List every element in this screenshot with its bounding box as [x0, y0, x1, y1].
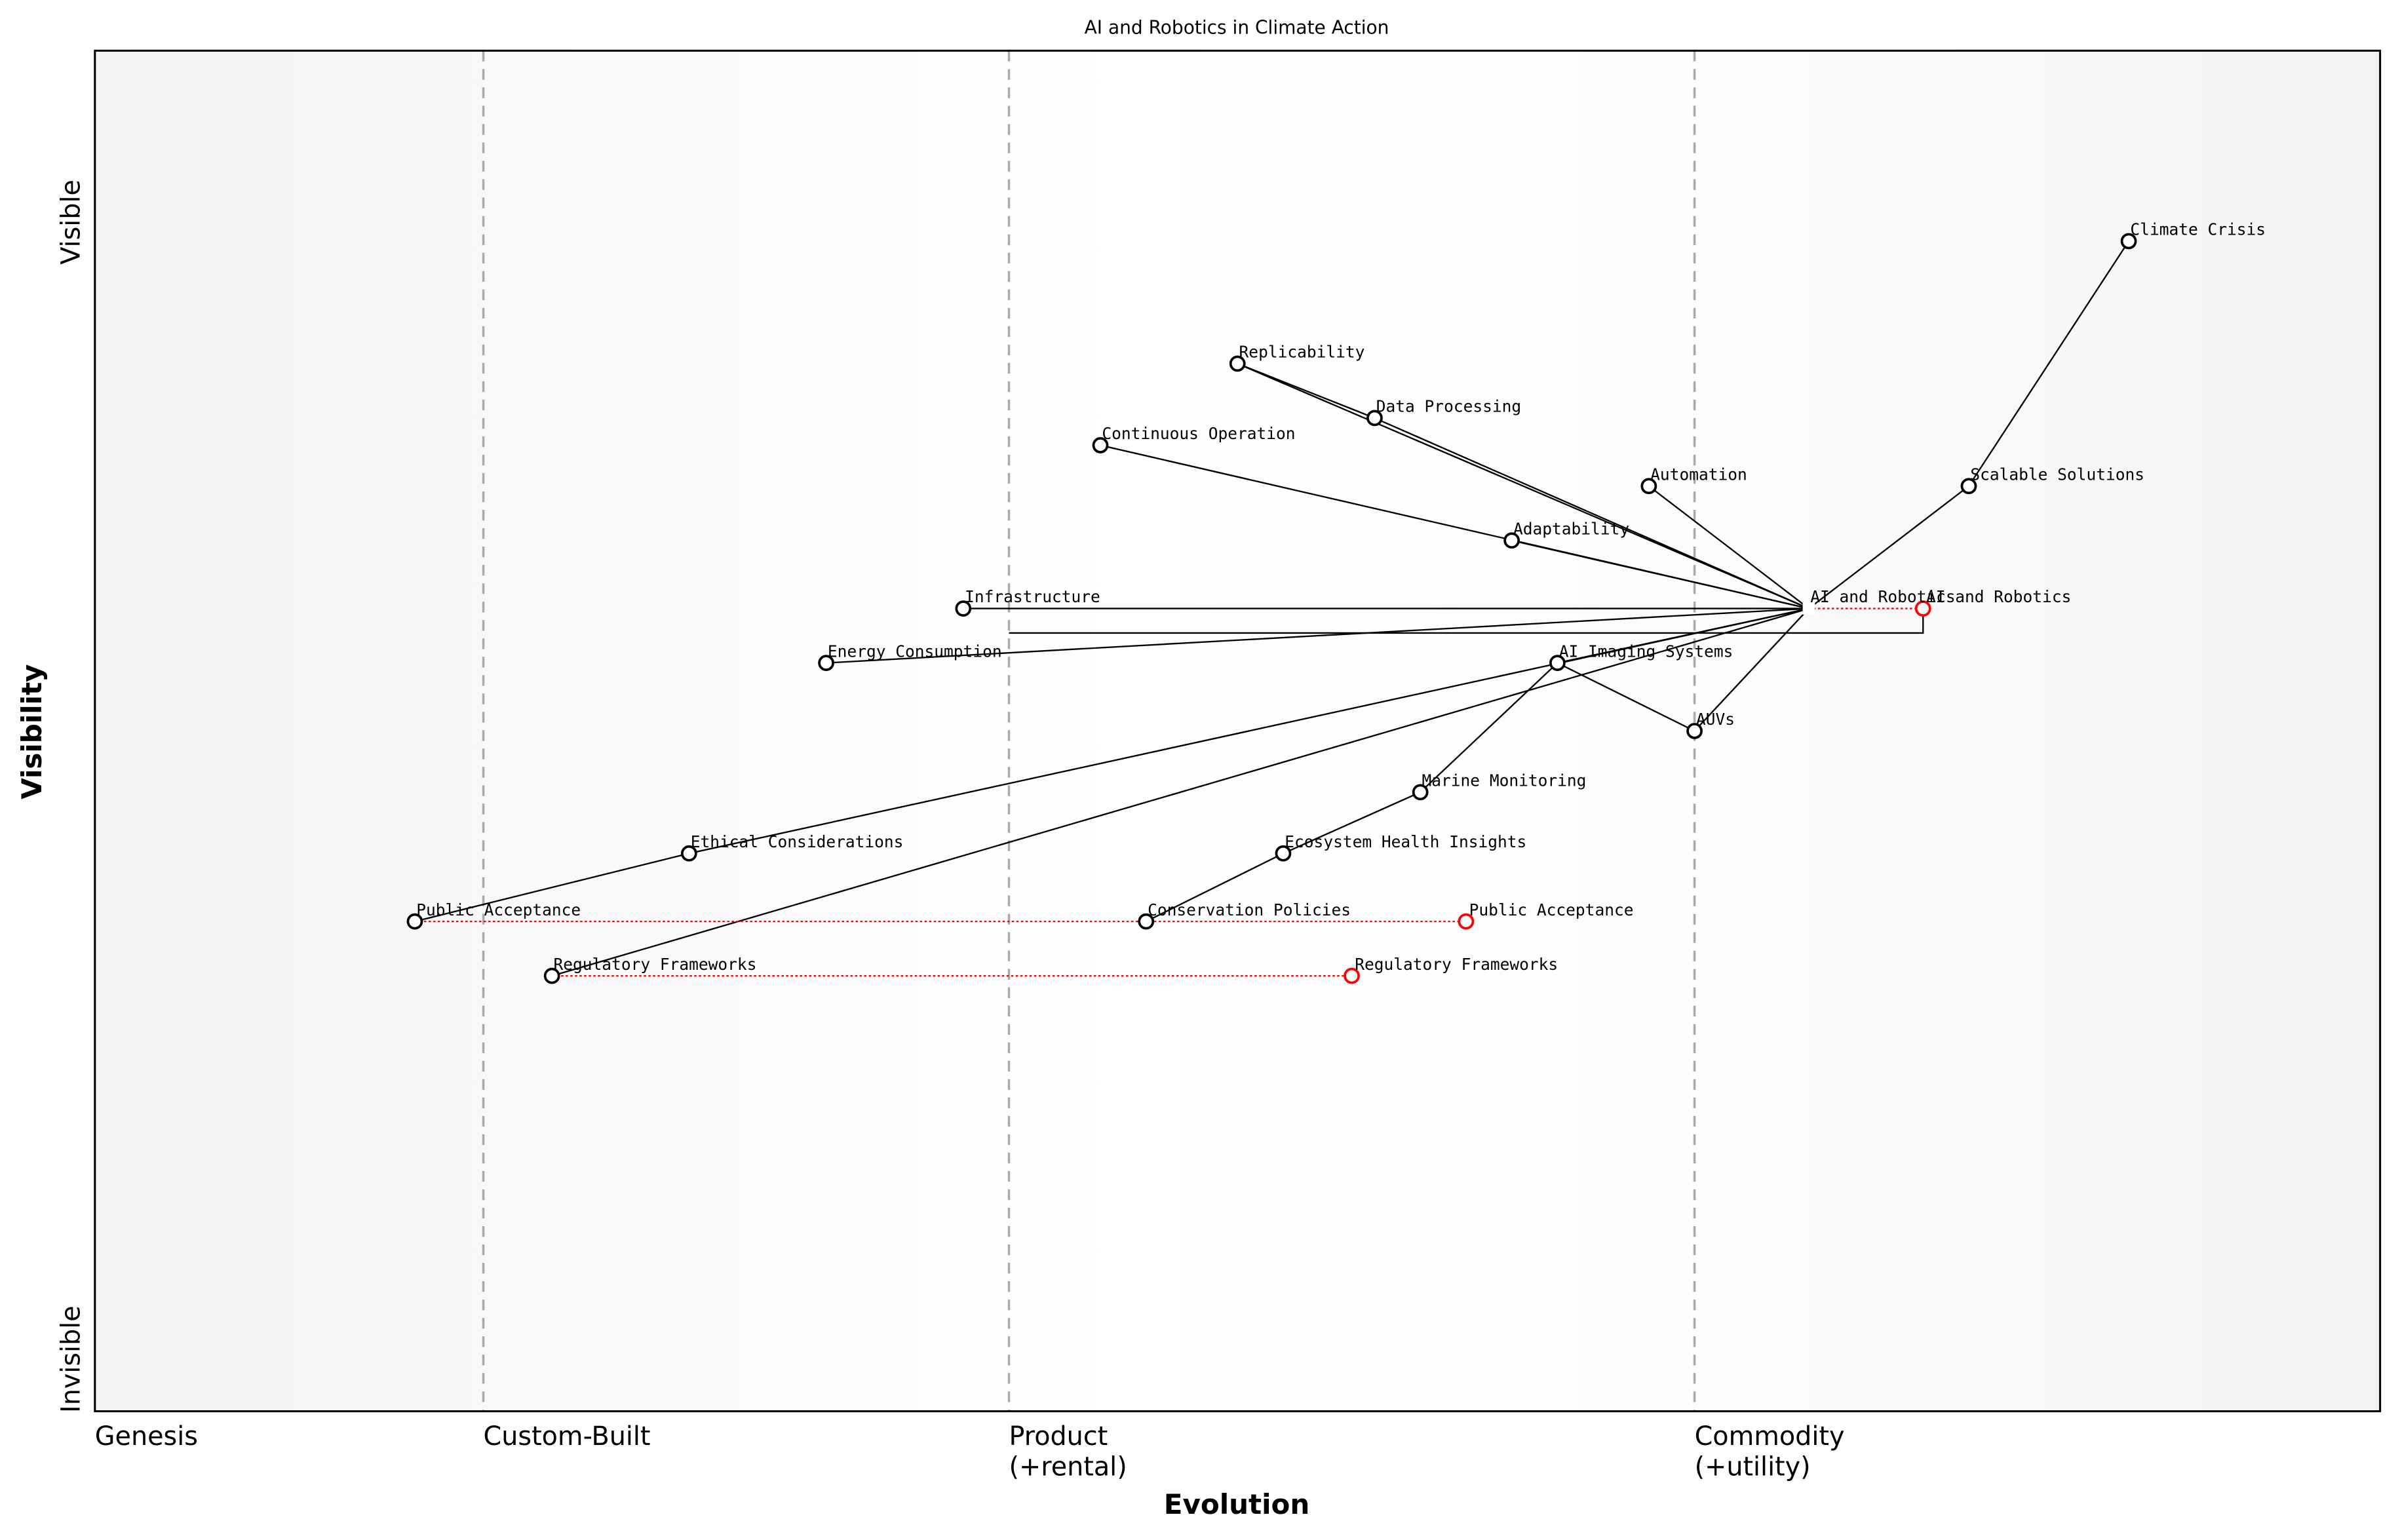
- link-line: [1968, 241, 2130, 487]
- component-node: [2120, 233, 2137, 250]
- link-line: [1146, 853, 1284, 923]
- component-label: Data Processing: [1376, 397, 1521, 416]
- component-node: [1960, 478, 1977, 495]
- component-node: [1366, 410, 1383, 427]
- link-line: [1283, 791, 1421, 855]
- component-label: Regulatory Frameworks: [554, 955, 757, 974]
- link-line: [1808, 485, 1969, 609]
- stage-label-line: Commodity: [1695, 1421, 1845, 1452]
- component-label: Marine Monitoring: [1422, 771, 1587, 790]
- component-node: [1549, 655, 1566, 672]
- stage-label: Commodity (+utility): [1695, 1421, 1845, 1482]
- component-node: [818, 655, 834, 672]
- stage-label-line: Genesis: [95, 1421, 198, 1452]
- component-label: Public Acceptance: [416, 900, 581, 919]
- stage-label-line: (+rental): [1009, 1452, 1127, 1482]
- component-label: Conservation Policies: [1148, 900, 1351, 919]
- link-line: [1557, 662, 1695, 732]
- chart-title: AI and Robotics in Climate Action: [1085, 17, 1389, 39]
- stage-label-line: Product: [1009, 1421, 1108, 1452]
- y-axis-title: Visibility: [16, 664, 48, 799]
- component-node: [1686, 723, 1703, 739]
- link-line: [1420, 662, 1558, 793]
- anchor-node: [1802, 602, 1815, 615]
- link-line: [1648, 485, 1810, 609]
- evolved-label: Regulatory Frameworks: [1355, 955, 1558, 974]
- evolved-node: [1914, 600, 1931, 617]
- x-axis-title: Evolution: [1164, 1488, 1310, 1520]
- component-label: Climate Crisis: [2130, 220, 2266, 239]
- component-label: Ecosystem Health Insights: [1285, 832, 1526, 851]
- component-node: [1412, 784, 1429, 801]
- link-line: [826, 607, 1809, 664]
- plot-frame: [94, 49, 2382, 1413]
- component-node: [955, 600, 972, 617]
- component-node: [1092, 437, 1109, 453]
- link-line: [1374, 417, 1810, 609]
- evolved-node: [1458, 913, 1475, 930]
- component-node: [406, 913, 423, 930]
- component-label: Automation: [1650, 465, 1747, 484]
- y-top-label: Visible: [56, 180, 86, 265]
- evolved-label: AI and Robotics: [1926, 587, 2071, 606]
- stage-label-line: Custom-Built: [484, 1421, 651, 1452]
- link-line: [414, 853, 689, 923]
- component-node: [680, 845, 697, 862]
- link-line: [1237, 362, 1810, 609]
- component-label: AI and Robotics: [1810, 587, 1955, 606]
- link-line: [551, 607, 1810, 977]
- component-node: [1275, 845, 1292, 862]
- component-node: [1503, 532, 1520, 549]
- component-label: Scalable Solutions: [1970, 465, 2144, 484]
- plot-area: [94, 50, 2380, 1412]
- stage-label-line: (+utility): [1695, 1452, 1811, 1482]
- stage-label: Product (+rental): [1009, 1421, 1127, 1482]
- link-line: [1694, 607, 1810, 732]
- component-label: Ethical Considerations: [691, 832, 904, 851]
- component-label: Infrastructure: [965, 587, 1100, 606]
- component-node: [1138, 913, 1155, 930]
- pipeline-line: [1009, 608, 1924, 634]
- component-label: AI Imaging Systems: [1559, 642, 1733, 661]
- component-node: [543, 967, 560, 984]
- link-line: [1511, 539, 1810, 609]
- evolved-label: Public Acceptance: [1469, 900, 1634, 919]
- component-label: Replicability: [1239, 343, 1365, 362]
- component-node: [1229, 355, 1246, 372]
- link-line: [1557, 607, 1810, 664]
- component-label: Adaptability: [1513, 519, 1629, 538]
- y-bottom-label: Invisible: [56, 1305, 86, 1413]
- component-label: Energy Consumption: [828, 642, 1002, 661]
- component-label: AUVs: [1696, 710, 1735, 729]
- stage-label: Custom-Built: [484, 1421, 651, 1452]
- component-label: Continuous Operation: [1102, 424, 1295, 443]
- component-node: [1640, 478, 1657, 495]
- stage-label: Genesis: [95, 1421, 198, 1452]
- evolved-node: [1344, 967, 1360, 984]
